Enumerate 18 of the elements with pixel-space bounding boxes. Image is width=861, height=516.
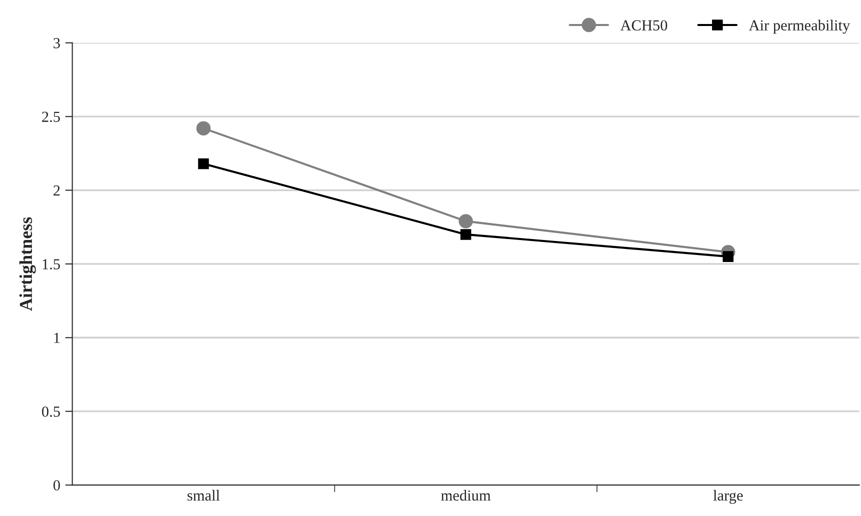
y-tick-label: 1 <box>54 332 60 343</box>
x-tick-label: medium <box>441 490 491 501</box>
point <box>460 229 472 240</box>
y-tick-label: 0 <box>53 480 60 490</box>
point <box>458 214 473 228</box>
y-tick-label: 2 <box>54 185 60 196</box>
point <box>198 158 209 170</box>
point <box>196 121 211 136</box>
legend-label: ACH50 <box>620 20 668 31</box>
x-tick-label: large <box>713 490 743 504</box>
x-tick-label: small <box>188 490 220 501</box>
y-tick-label: 1.5 <box>42 259 60 270</box>
y-axis-title: Airtightness <box>19 217 36 311</box>
y-tick-label: 0.5 <box>42 406 60 417</box>
y-tick-label: 3 <box>54 38 60 48</box>
y-tick-label: 2.5 <box>42 112 60 122</box>
legend-label: Air permeability <box>748 20 850 34</box>
point <box>722 251 734 262</box>
